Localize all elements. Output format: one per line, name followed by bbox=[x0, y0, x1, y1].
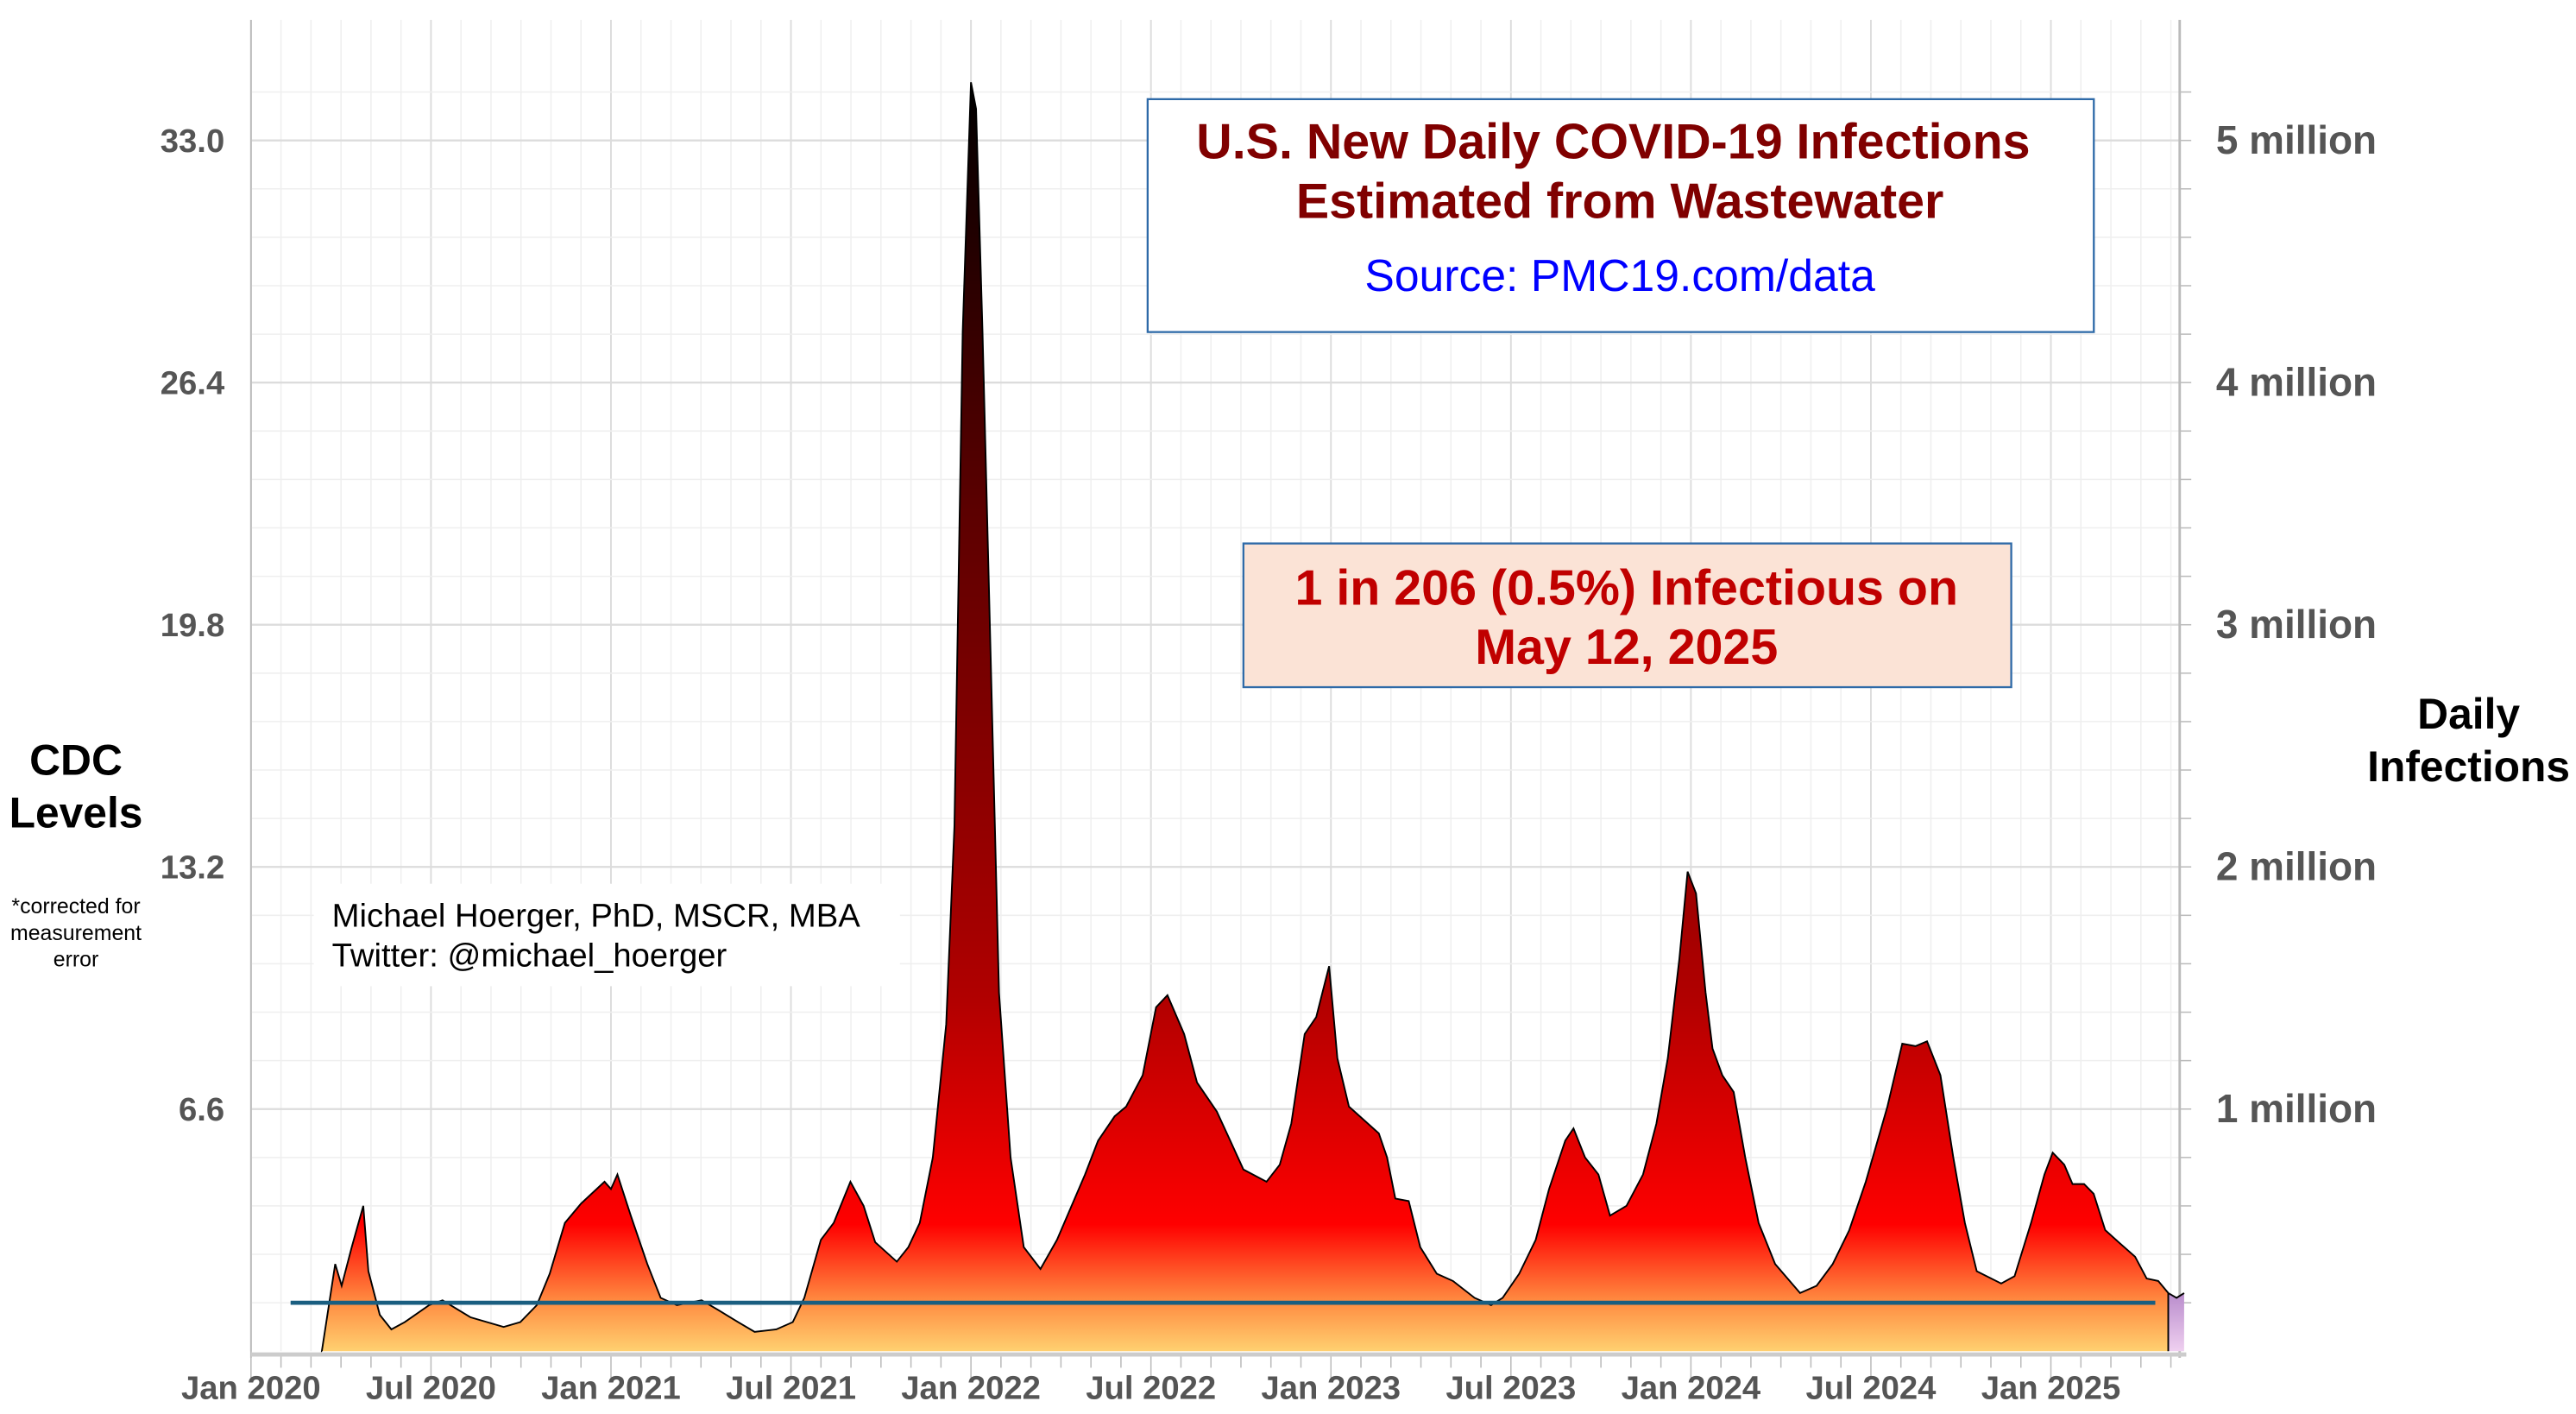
left-tick-label: 26.4 bbox=[161, 365, 225, 402]
left-axis-note-line1: *corrected for bbox=[11, 894, 140, 918]
tick-labels: Jan 2020 Jul 2020 Jan 2021 Jul 2021 Jan 2022… bbox=[161, 117, 2377, 1407]
author-box: Michael Hoerger, PhD, MSCR, MBA Twitter:… bbox=[313, 883, 900, 987]
left-axis-label-line1: CDC bbox=[29, 735, 123, 784]
left-tick-label: 6.6 bbox=[179, 1091, 224, 1128]
x-tick-label: Jul 2020 bbox=[366, 1370, 496, 1407]
left-tick-label: 13.2 bbox=[161, 849, 224, 887]
author-box-bg bbox=[313, 883, 900, 987]
right-axis-label-line2: Infections bbox=[2367, 742, 2570, 791]
axes bbox=[249, 19, 2192, 1378]
x-tick-label: Jul 2022 bbox=[1086, 1370, 1216, 1407]
right-axis-label-line1: Daily bbox=[2417, 690, 2520, 738]
right-tick-label: 4 million bbox=[2216, 360, 2377, 405]
left-axis-note-line2: measurement bbox=[10, 921, 142, 945]
left-tick-label: 19.8 bbox=[161, 607, 224, 644]
left-axis-note-line3: error bbox=[54, 947, 99, 971]
title-box: U.S. New Daily COVID-19 Infections Estim… bbox=[1146, 98, 2095, 333]
chart-subtitle: Estimated from Wastewater bbox=[1296, 174, 1944, 230]
infections-area bbox=[321, 82, 2169, 1352]
right-tick-label: 5 million bbox=[2216, 117, 2377, 162]
right-tick-label: 3 million bbox=[2216, 602, 2377, 647]
callout-line2: May 12, 2025 bbox=[1475, 620, 1778, 675]
right-tick-label: 1 million bbox=[2216, 1086, 2377, 1131]
chart-title: U.S. New Daily COVID-19 Infections bbox=[1196, 115, 2030, 170]
source-link[interactable]: Source: PMC19.com/data bbox=[1364, 250, 1875, 300]
x-tick-label: Jan 2022 bbox=[901, 1370, 1041, 1407]
x-tick-label: Jan 2021 bbox=[541, 1370, 681, 1407]
author-name: Michael Hoerger, PhD, MSCR, MBA bbox=[332, 897, 861, 934]
x-tick-label: Jul 2021 bbox=[726, 1370, 856, 1407]
forecast-area bbox=[2168, 1292, 2184, 1352]
left-tick-label: 33.0 bbox=[161, 123, 224, 160]
x-tick-label: Jan 2024 bbox=[1622, 1370, 1761, 1407]
x-tick-label: Jan 2023 bbox=[1261, 1370, 1401, 1407]
x-tick-label: Jan 2020 bbox=[181, 1370, 321, 1407]
x-tick-label: Jan 2025 bbox=[1981, 1370, 2121, 1407]
x-tick-label: Jul 2024 bbox=[1805, 1370, 1937, 1407]
title-box-frame bbox=[1146, 98, 2095, 333]
author-twitter: Twitter: @michael_hoerger bbox=[332, 937, 727, 974]
infections-line bbox=[320, 82, 2185, 1353]
right-tick-label: 2 million bbox=[2216, 844, 2377, 889]
callout-line1: 1 in 206 (0.5%) Infectious on bbox=[1294, 560, 1958, 615]
x-tick-label: Jul 2023 bbox=[1445, 1370, 1576, 1407]
data-marks bbox=[290, 82, 2185, 1353]
left-axis-label-line2: Levels bbox=[9, 789, 143, 837]
callout-box: 1 in 206 (0.5%) Infectious on May 12, 20… bbox=[1242, 542, 2012, 689]
callout-frame bbox=[1242, 542, 2012, 689]
